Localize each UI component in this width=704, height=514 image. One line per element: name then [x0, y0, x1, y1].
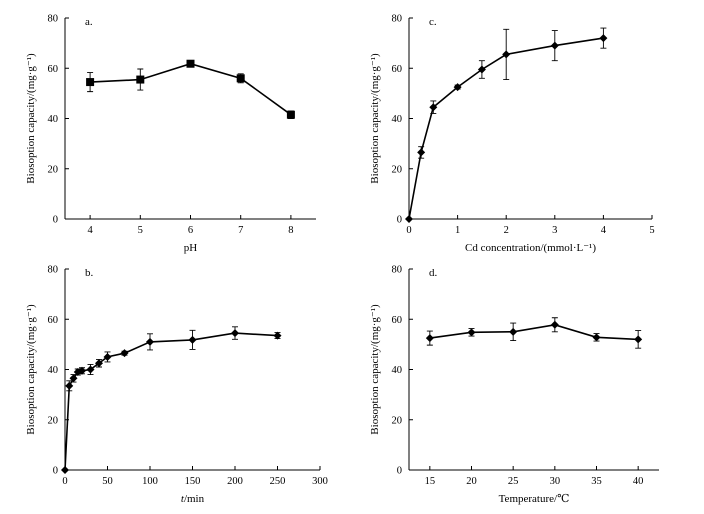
series-line — [408, 37, 604, 220]
y-axis-label: Biosoption capacity/(mg·g⁻¹) — [369, 53, 381, 184]
y-tick-label: 40 — [392, 114, 403, 125]
x-tick-label: 7 — [238, 225, 243, 236]
x-tick-label: 8 — [288, 225, 293, 236]
data-point — [286, 110, 295, 119]
series-line — [90, 62, 292, 116]
series-line — [429, 323, 639, 341]
data-point — [592, 333, 601, 342]
y-tick-label: 20 — [48, 164, 59, 175]
x-tick-label: 20 — [466, 476, 477, 487]
x-tick-label: 5 — [649, 225, 654, 236]
data-point — [120, 349, 129, 358]
data-point — [417, 148, 426, 157]
x-axis-label: t/min — [181, 493, 205, 505]
data-point — [188, 335, 197, 344]
panel-letter: b. — [85, 267, 94, 279]
data-point — [599, 34, 608, 43]
data-point — [550, 320, 559, 329]
panel-letter: c. — [429, 16, 437, 28]
x-tick-label: 150 — [185, 476, 201, 487]
y-tick-label: 40 — [48, 365, 59, 376]
y-axis-label: Biosoption capacity/(mg·g⁻¹) — [369, 304, 381, 435]
data-point — [103, 352, 112, 361]
y-tick-label: 40 — [48, 114, 59, 125]
y-tick-label: 20 — [392, 415, 403, 426]
y-tick-label: 80 — [48, 14, 59, 25]
chart-panel-a: 0 20 40 60 80 4 5 6 7 8 pH Biosoption capacity/(mg·… — [25, 14, 316, 254]
y-tick-label: 80 — [48, 265, 59, 276]
data-point — [429, 103, 438, 112]
data-point — [65, 381, 74, 390]
y-tick-label: 0 — [53, 466, 58, 477]
x-tick-label: 300 — [312, 476, 328, 487]
x-tick-label: 200 — [227, 476, 243, 487]
panel-letter: d. — [429, 267, 438, 279]
x-tick-label: 6 — [188, 225, 193, 236]
x-tick-label: 30 — [550, 476, 561, 487]
x-tick-label: 40 — [633, 476, 644, 487]
x-tick-label: 15 — [425, 476, 436, 487]
data-point — [477, 65, 486, 74]
x-axis-label: Cd concentration/(mmol·L⁻¹) — [465, 242, 596, 254]
data-point — [634, 335, 643, 344]
x-axis-label: pH — [184, 242, 198, 254]
data-point — [146, 337, 154, 346]
y-tick-label: 40 — [392, 365, 403, 376]
data-point — [550, 41, 559, 50]
y-tick-label: 0 — [397, 466, 402, 477]
y-axis-label: Biosoption capacity/(mg·g⁻¹) — [25, 304, 37, 435]
y-tick-label: 60 — [392, 315, 403, 326]
x-axis-label: Temperature/℃ — [499, 493, 570, 505]
data-point — [509, 327, 518, 336]
x-tick-label: 0 — [62, 476, 67, 487]
y-tick-label: 80 — [392, 14, 403, 25]
data-point — [186, 59, 195, 68]
data-point — [69, 374, 78, 383]
x-tick-label: 100 — [142, 476, 158, 487]
data-point — [61, 466, 69, 474]
y-tick-label: 0 — [397, 215, 402, 226]
data-point — [95, 359, 103, 368]
chart-panel-b: 0 20 40 60 80 0 50 100 150 200 250 300 t/min Biosopti… — [25, 265, 328, 506]
x-tick-label: 5 — [138, 225, 143, 236]
x-tick-label: 3 — [552, 225, 557, 236]
data-point — [86, 365, 95, 374]
y-tick-label: 60 — [392, 64, 403, 75]
data-point — [453, 83, 462, 92]
data-point — [405, 215, 413, 223]
y-tick-label: 0 — [53, 215, 58, 226]
data-point — [236, 74, 245, 83]
data-point — [136, 75, 145, 84]
chart-panel-d: 0 20 40 60 80 15 20 25 30 35 40 Temperature/℃ Biosop… — [369, 265, 659, 505]
x-tick-label: 2 — [504, 225, 509, 236]
y-tick-label: 60 — [48, 64, 59, 75]
y-tick-label: 20 — [48, 415, 59, 426]
panel-letter: a. — [85, 16, 93, 28]
y-axis-label: Biosoption capacity/(mg·g⁻¹) — [25, 53, 37, 184]
x-tick-label: 250 — [270, 476, 286, 487]
x-tick-label: 25 — [508, 476, 519, 487]
data-point — [231, 329, 239, 338]
x-tick-label: 50 — [102, 476, 113, 487]
x-tick-label: 4 — [87, 225, 93, 236]
data-point — [467, 328, 476, 337]
x-tick-label: 1 — [455, 225, 460, 236]
data-point — [425, 334, 434, 343]
series-line — [64, 332, 278, 471]
chart-panel-c: 0 20 40 60 80 0 1 2 3 4 5 Cd concentration/(mmol·L⁻… — [369, 14, 655, 255]
data-point — [86, 78, 95, 87]
x-tick-label: 0 — [406, 225, 411, 236]
x-tick-label: 35 — [591, 476, 602, 487]
y-tick-label: 80 — [392, 265, 403, 276]
y-tick-label: 60 — [48, 315, 59, 326]
data-point — [78, 366, 86, 375]
y-tick-label: 20 — [392, 164, 403, 175]
data-point — [502, 50, 511, 59]
x-tick-label: 4 — [601, 225, 607, 236]
data-point — [273, 331, 282, 340]
